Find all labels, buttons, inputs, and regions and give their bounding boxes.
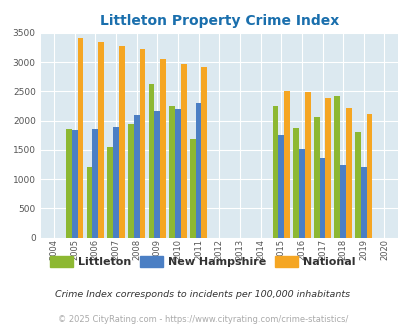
Bar <box>77 38 83 238</box>
Bar <box>272 106 277 238</box>
Bar <box>66 129 72 238</box>
Bar <box>169 106 175 238</box>
Bar <box>86 167 92 238</box>
Bar <box>133 115 139 238</box>
Bar <box>72 130 77 238</box>
Text: © 2025 CityRating.com - https://www.cityrating.com/crime-statistics/: © 2025 CityRating.com - https://www.city… <box>58 315 347 324</box>
Bar <box>92 129 98 238</box>
Bar <box>201 68 207 238</box>
Bar <box>284 91 289 238</box>
Bar <box>345 108 351 238</box>
Bar <box>98 42 104 238</box>
Bar <box>113 126 119 238</box>
Bar <box>180 64 186 238</box>
Bar <box>190 139 195 238</box>
Bar <box>292 128 298 238</box>
Text: Crime Index corresponds to incidents per 100,000 inhabitants: Crime Index corresponds to incidents per… <box>55 290 350 299</box>
Bar <box>195 103 201 238</box>
Bar <box>175 109 180 238</box>
Bar <box>354 132 360 238</box>
Bar <box>319 157 324 238</box>
Bar <box>360 167 366 238</box>
Bar <box>160 59 166 238</box>
Bar <box>298 149 304 238</box>
Bar <box>339 165 345 238</box>
Bar <box>313 117 319 238</box>
Bar <box>324 98 330 238</box>
Bar <box>366 114 371 238</box>
Bar <box>119 47 124 238</box>
Legend: Littleton, New Hampshire, National: Littleton, New Hampshire, National <box>46 251 359 271</box>
Bar <box>107 147 113 238</box>
Bar <box>139 50 145 238</box>
Bar <box>334 96 339 238</box>
Bar <box>148 84 154 238</box>
Bar <box>154 111 160 238</box>
Bar <box>277 135 284 238</box>
Bar <box>304 92 310 238</box>
Title: Littleton Property Crime Index: Littleton Property Crime Index <box>99 14 338 28</box>
Bar <box>128 124 133 238</box>
